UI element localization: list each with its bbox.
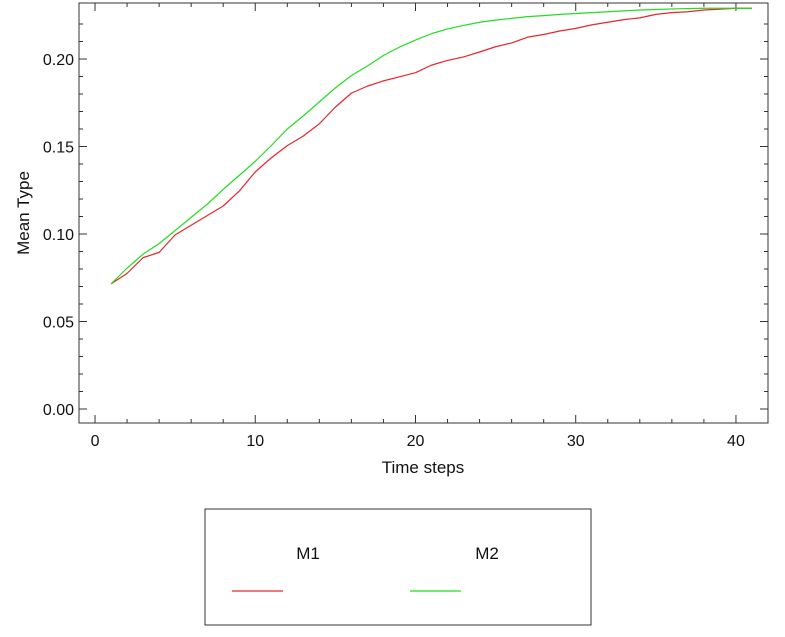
y-tick-label: 0.00 [43, 402, 74, 419]
y-axis-ticks: 0.00 0.05 0.10 0.15 0.20 [43, 23, 768, 419]
y-tick-label: 0.10 [43, 227, 74, 244]
legend-box [204, 508, 592, 626]
x-tick-label: 20 [407, 433, 425, 450]
x-axis-ticks: 0 10 20 30 40 [91, 3, 745, 450]
x-tick-label: 0 [91, 433, 100, 450]
legend-label-m2: M2 [475, 544, 499, 563]
legend-label-m1: M1 [296, 544, 320, 563]
y-axis-title: Mean Type [14, 171, 33, 255]
series-line-m2 [110, 7, 752, 285]
legend: M1 M2 [204, 508, 592, 626]
series-lines [110, 7, 752, 285]
x-tick-label: 40 [727, 433, 745, 450]
plot-frame [78, 2, 769, 424]
y-tick-label: 0.20 [43, 52, 74, 69]
x-tick-label: 10 [246, 433, 264, 450]
y-tick-label: 0.05 [43, 315, 74, 332]
x-tick-label: 30 [567, 433, 585, 450]
series-line-m1 [110, 7, 752, 285]
x-axis-title: Time steps [382, 458, 465, 477]
y-tick-label: 0.15 [43, 140, 74, 157]
